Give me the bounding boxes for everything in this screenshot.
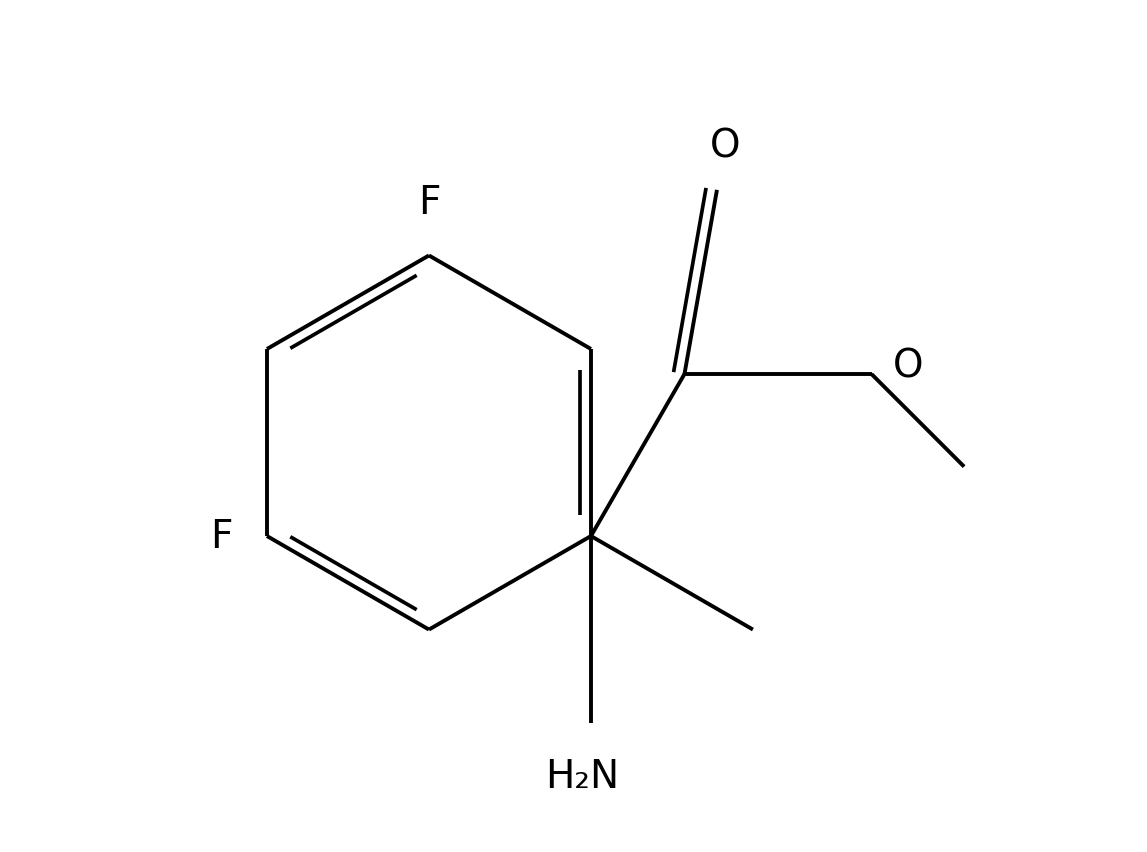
Text: O: O [892, 347, 923, 385]
Text: F: F [418, 184, 440, 222]
Text: F: F [210, 517, 233, 556]
Text: O: O [710, 127, 741, 165]
Text: H₂N: H₂N [545, 757, 619, 795]
